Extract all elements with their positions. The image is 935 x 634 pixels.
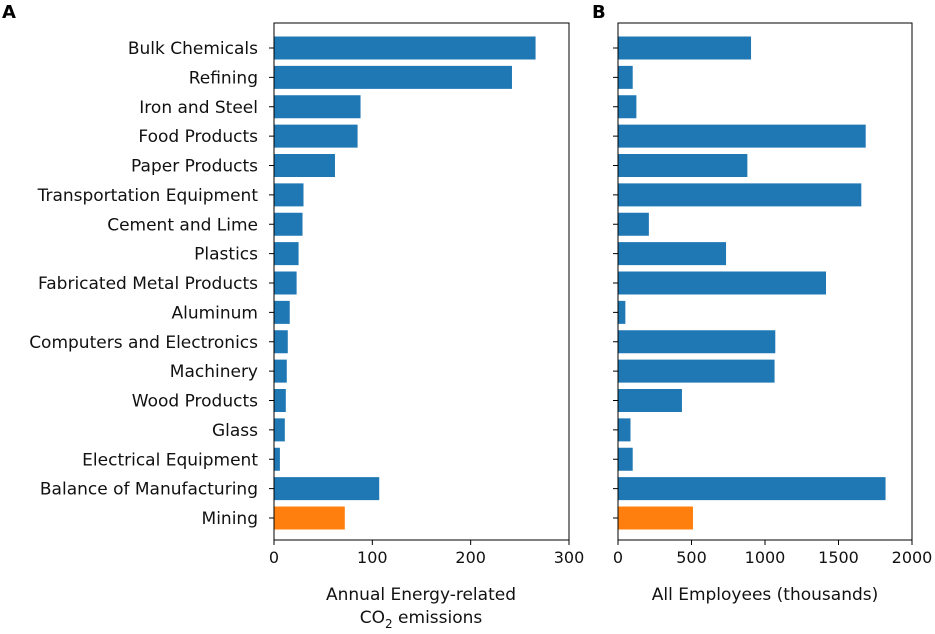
category-label: Electrical Equipment xyxy=(82,450,258,470)
category-label: Transportation Equipment xyxy=(37,186,259,206)
category-label: Food Products xyxy=(138,127,258,147)
category-label: Iron and Steel xyxy=(139,98,258,118)
bar-cement-and-lime xyxy=(274,212,303,236)
panel-b-frame xyxy=(617,22,913,541)
x-tick-label: 1500 xyxy=(818,548,859,567)
category-labels: Bulk Chemicals Refining Iron and Steel Food… xyxy=(29,39,274,529)
panel-a-bars xyxy=(274,36,536,530)
bar-iron-and-steel xyxy=(274,95,361,119)
bar-aluminum xyxy=(274,300,290,324)
panel-a: A Bulk Chemicals Refining Iron and Steel Fo… xyxy=(2,2,584,631)
bar-mining xyxy=(274,506,345,530)
bar-balance-of-manufacturing xyxy=(618,477,886,501)
bar-mining xyxy=(618,506,693,530)
x-tick-label: 2000 xyxy=(892,548,933,567)
x-tick-label: 200 xyxy=(455,548,486,567)
panel-a-xlabel-line1: Annual Energy-related xyxy=(326,585,516,605)
bar-balance-of-manufacturing xyxy=(274,477,380,501)
bar-wood-products xyxy=(274,389,286,412)
bar-electrical-equipment xyxy=(274,447,280,471)
panel-b-y-ticks xyxy=(613,47,618,519)
panel-b-letter: B xyxy=(592,2,606,23)
bar-paper-products xyxy=(274,154,335,177)
bar-fabricated-metal-products xyxy=(618,271,827,295)
category-label: Mining xyxy=(202,509,258,529)
category-label: Paper Products xyxy=(131,157,258,177)
bar-computers-and-electronics xyxy=(618,330,776,354)
panel-b-x-ticks: 0 500 1000 1500 2000 xyxy=(613,540,932,567)
bar-electrical-equipment xyxy=(618,447,633,471)
x-tick-label: 0 xyxy=(269,548,279,567)
bar-glass xyxy=(274,418,285,442)
x-tick-label: 500 xyxy=(676,548,707,567)
bar-bulk-chemicals xyxy=(618,36,752,60)
panel-b-bars xyxy=(618,36,886,530)
category-label: Fabricated Metal Products xyxy=(38,274,258,294)
category-label: Bulk Chemicals xyxy=(128,39,258,59)
panel-a-frame xyxy=(273,22,570,541)
category-label: Wood Products xyxy=(132,392,258,412)
bar-transportation-equipment xyxy=(618,183,862,207)
bar-glass xyxy=(618,418,631,442)
bar-plastics xyxy=(618,242,727,266)
panel-a-x-ticks: 0 100 200 300 xyxy=(269,540,584,567)
bar-plastics xyxy=(274,242,299,266)
bar-wood-products xyxy=(618,389,682,412)
bar-transportation-equipment xyxy=(274,183,304,207)
category-label: Refining xyxy=(189,68,258,88)
x-tick-label: 100 xyxy=(357,548,388,567)
bar-computers-and-electronics xyxy=(274,330,288,354)
panel-b: B 0 500 1000 1500 2000 All Employees (thousa… xyxy=(592,2,932,605)
x-tick-label: 0 xyxy=(613,548,623,567)
panel-a-xlabel-line2: CO2 emissions xyxy=(360,608,483,631)
panel-b-xlabel: All Employees (thousands) xyxy=(652,585,879,605)
bar-refining xyxy=(618,65,633,89)
category-label: Computers and Electronics xyxy=(29,333,258,353)
category-label: Machinery xyxy=(170,362,258,382)
bar-fabricated-metal-products xyxy=(274,271,297,295)
bar-machinery xyxy=(274,359,287,383)
category-label: Plastics xyxy=(194,245,258,265)
category-label: Cement and Lime xyxy=(107,215,258,235)
bar-food-products xyxy=(274,124,358,148)
bar-cement-and-lime xyxy=(618,212,649,236)
panel-a-letter: A xyxy=(2,2,16,23)
bar-paper-products xyxy=(618,154,748,177)
bar-aluminum xyxy=(618,300,626,324)
bar-iron-and-steel xyxy=(618,95,637,119)
bar-bulk-chemicals xyxy=(274,36,536,60)
x-tick-label: 1000 xyxy=(745,548,786,567)
bar-machinery xyxy=(618,359,775,383)
bar-refining xyxy=(274,65,512,89)
category-label: Glass xyxy=(212,421,258,441)
x-tick-label: 300 xyxy=(554,548,585,567)
category-label: Balance of Manufacturing xyxy=(40,480,258,500)
category-label: Aluminum xyxy=(171,303,258,323)
bar-food-products xyxy=(618,124,866,148)
